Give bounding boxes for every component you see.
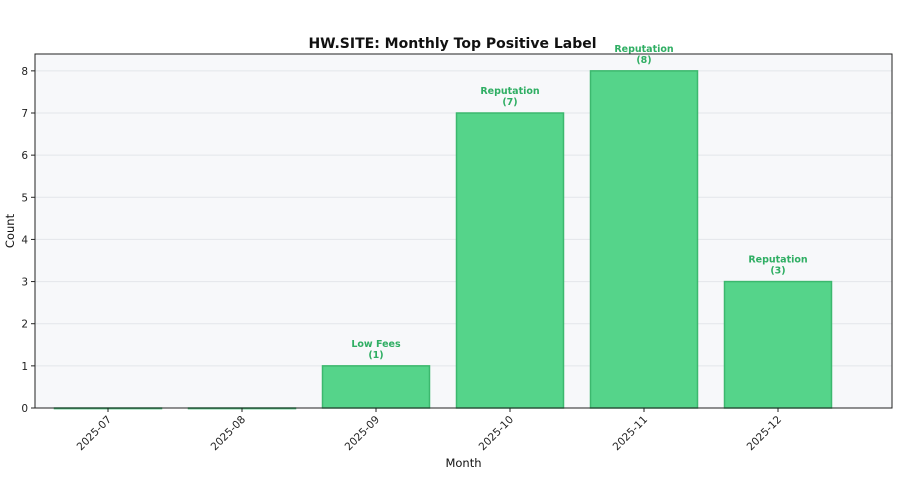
x-tick-label: 2025-07 (75, 414, 115, 454)
x-tick-label: 2025-12 (745, 414, 785, 454)
y-tick-label: 4 (21, 234, 28, 246)
x-axis-label: Month (445, 456, 481, 470)
bar-label-count: (1) (368, 350, 383, 361)
y-axis-ticks: 0 1 2 3 4 5 6 7 8 (21, 66, 35, 415)
bar-label-count: (8) (636, 55, 651, 66)
y-tick-label: 7 (21, 108, 28, 120)
bar-label-name: Reputation (614, 44, 674, 55)
x-tick-label: 2025-10 (477, 414, 517, 454)
bar-series (53, 70, 833, 410)
x-tick-label: 2025-09 (343, 414, 383, 454)
y-tick-label: 5 (21, 192, 28, 204)
bar-label-name: Low Fees (351, 339, 401, 350)
bar-2025-12 (723, 280, 833, 409)
y-tick-label: 0 (21, 403, 28, 415)
y-tick-label: 2 (21, 319, 28, 331)
bar-data-labels: Low Fees(1)Reputation(7)Reputation(8)Rep… (351, 44, 808, 361)
y-tick-label: 3 (21, 277, 28, 289)
chart-title: HW.SITE: Monthly Top Positive Label (308, 36, 596, 52)
y-axis-label: Count (3, 213, 17, 248)
y-tick-label: 6 (21, 150, 28, 162)
y-tick-label: 1 (21, 361, 28, 373)
bar-2025-10 (455, 112, 565, 409)
bar-label-name: Reputation (748, 255, 808, 266)
bar-2025-09 (321, 365, 431, 409)
x-axis-ticks: 2025-07 2025-08 2025-09 2025-10 2025-11 2025-… (75, 408, 785, 454)
x-tick-label: 2025-08 (209, 414, 249, 454)
bar-label-name: Reputation (480, 86, 540, 97)
bar-label-count: (7) (502, 97, 517, 108)
bar-2025-11 (589, 70, 699, 409)
plot-frame (34, 53, 893, 409)
y-tick-label: 8 (21, 66, 28, 78)
bar-label-count: (3) (770, 266, 785, 277)
x-tick-label: 2025-11 (611, 414, 651, 454)
